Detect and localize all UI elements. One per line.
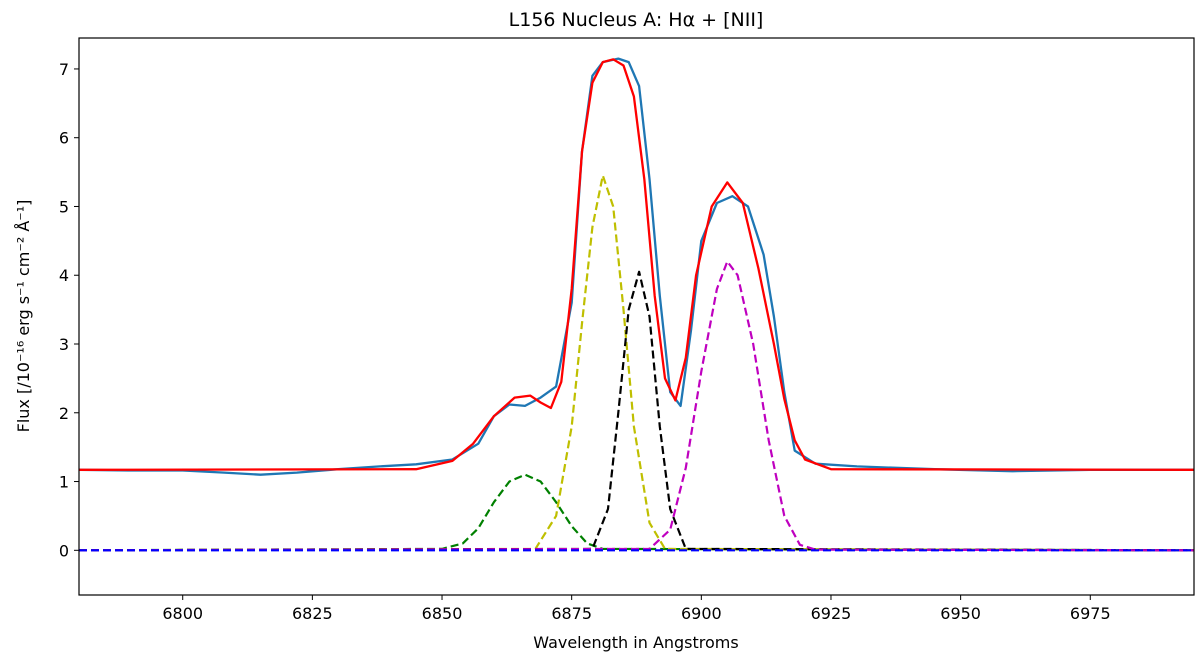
series-line-5 — [79, 260, 1194, 552]
x-tick-label: 6875 — [551, 604, 592, 623]
series-line-4 — [79, 270, 1194, 552]
x-tick-label: 6950 — [940, 604, 981, 623]
x-tick-label: 6825 — [292, 604, 333, 623]
x-tick-label: 6900 — [681, 604, 722, 623]
series-line-3 — [79, 174, 1194, 552]
series-line-1 — [79, 58, 1194, 471]
plot-frame — [78, 37, 1195, 596]
series-line-2 — [79, 473, 1194, 552]
axis-ticks: 6800 6825 6850 6875 6900 6925 6950 6975 0 1 2 3 4 5 6 7 — [59, 60, 1111, 623]
chart-title: L156 Nucleus A: Hα + [NII] — [509, 9, 764, 31]
y-tick-label: 0 — [59, 541, 69, 560]
plot-series — [79, 57, 1194, 552]
x-axis-label: Wavelength in Angstroms — [533, 633, 738, 652]
y-tick-label: 6 — [59, 129, 69, 148]
x-tick-label: 6925 — [811, 604, 852, 623]
x-tick-label: 6850 — [422, 604, 463, 623]
y-tick-label: 4 — [59, 266, 69, 285]
y-tick-label: 2 — [59, 404, 69, 423]
x-tick-label: 6800 — [162, 604, 203, 623]
y-axis-label: Flux [/10⁻¹⁶ erg s⁻¹ cm⁻² Å⁻¹] — [14, 200, 33, 433]
y-tick-label: 1 — [59, 473, 69, 492]
y-tick-label: 5 — [59, 197, 69, 216]
y-tick-label: 7 — [59, 60, 69, 79]
x-tick-label: 6975 — [1070, 604, 1111, 623]
y-tick-label: 3 — [59, 335, 69, 354]
